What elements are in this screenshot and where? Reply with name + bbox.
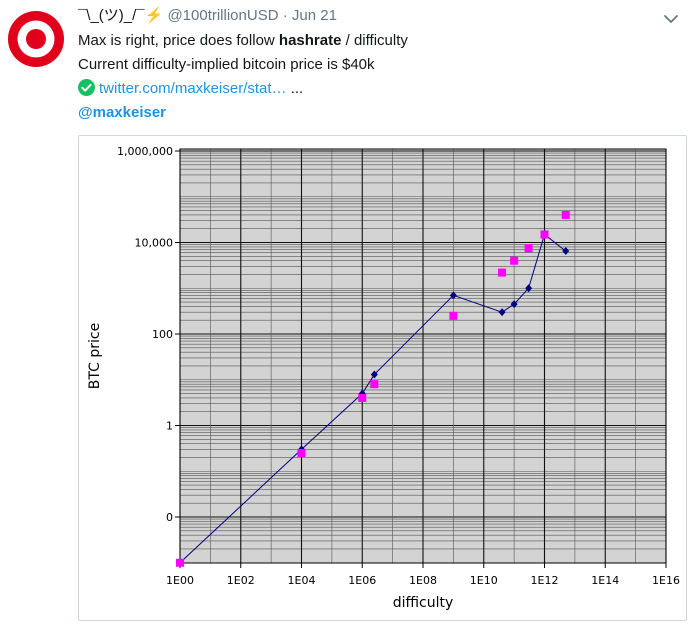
data-point-square — [297, 449, 306, 458]
y-tick-label: 100 — [152, 328, 173, 341]
chart-grid — [179, 149, 667, 564]
data-point-diamond — [510, 300, 518, 309]
x-tick-label: 1E14 — [591, 574, 619, 587]
x-tick-label: 1E00 — [166, 574, 194, 587]
y-axis: 1,000,000 10,000 100 1 0 — [117, 145, 180, 524]
data-point-square — [358, 393, 367, 402]
tweet-date[interactable]: Jun 21 — [291, 7, 337, 24]
data-point-square — [449, 311, 458, 320]
y-tick-label: 1,000,000 — [117, 145, 173, 158]
display-name[interactable]: ¯\_(ツ)_/¯ — [78, 7, 145, 24]
data-point-square — [370, 380, 379, 389]
target-logo-icon — [8, 11, 64, 67]
user-handle[interactable]: @100trillionUSD — [167, 7, 279, 24]
data-point-diamond — [370, 370, 378, 379]
tweet-text-line-2: Current difficulty-implied bitcoin price… — [78, 56, 375, 73]
y-tick-label: 10,000 — [135, 237, 174, 250]
x-tick-label: 1E10 — [470, 574, 498, 587]
check-circle-icon — [78, 79, 95, 96]
data-point-diamond — [525, 284, 533, 293]
data-point-diamond — [562, 247, 570, 256]
avatar[interactable] — [8, 11, 64, 67]
tweet-text-post: / difficulty — [341, 32, 408, 49]
x-tick-label: 1E08 — [409, 574, 437, 587]
data-point-square — [540, 230, 549, 239]
x-axis: 1E00 1E02 1E04 1E06 1E08 1E10 1E12 1E14 1E16 — [166, 563, 680, 587]
x-tick-label: 1E12 — [531, 574, 559, 587]
tweet-link[interactable]: twitter.com/maxkeiser/stat… — [99, 80, 287, 97]
y-axis-title: BTC price — [87, 323, 103, 389]
data-point-square — [498, 268, 507, 277]
tweet-text-bold: hashrate — [278, 32, 342, 49]
x-tick-label: 1E04 — [288, 574, 316, 587]
data-point-square — [524, 244, 533, 253]
x-tick-label: 1E02 — [227, 574, 255, 587]
data-point-square — [510, 256, 519, 265]
mention-line: @maxkeiser — [78, 103, 166, 123]
tweet-text-pre: Max is right, price does follow — [78, 32, 279, 49]
series-line — [179, 233, 567, 564]
separator-dot: · — [282, 7, 288, 24]
y-tick-label: 0 — [166, 511, 173, 524]
link-ellipsis: ... — [286, 80, 304, 97]
tweet-header: ¯\_(ツ)_/¯⚡ @100trillionUSD · Jun 21 — [78, 6, 337, 26]
tweet-link-line: twitter.com/maxkeiser/stat… ... — [78, 79, 303, 99]
x-tick-label: 1E06 — [348, 574, 376, 587]
chart-series — [176, 210, 570, 567]
mention-link[interactable]: @maxkeiser — [78, 104, 167, 121]
x-axis-title: difficulty — [393, 595, 454, 611]
y-tick-label: 1 — [166, 420, 173, 433]
tweet-text-line-1: Max is right, price does follow hashrate… — [78, 31, 408, 51]
data-point-diamond — [498, 308, 506, 317]
chart: 1E00 1E02 1E04 1E06 1E08 1E10 1E12 1E14 1E16 1,0… — [87, 145, 680, 611]
data-point-square — [176, 558, 184, 567]
data-point-diamond — [449, 291, 457, 300]
chevron-down-icon[interactable] — [660, 8, 682, 30]
bolt-emoji: ⚡ — [144, 7, 164, 24]
x-tick-label: 1E16 — [652, 574, 680, 587]
data-point-square — [561, 210, 570, 219]
